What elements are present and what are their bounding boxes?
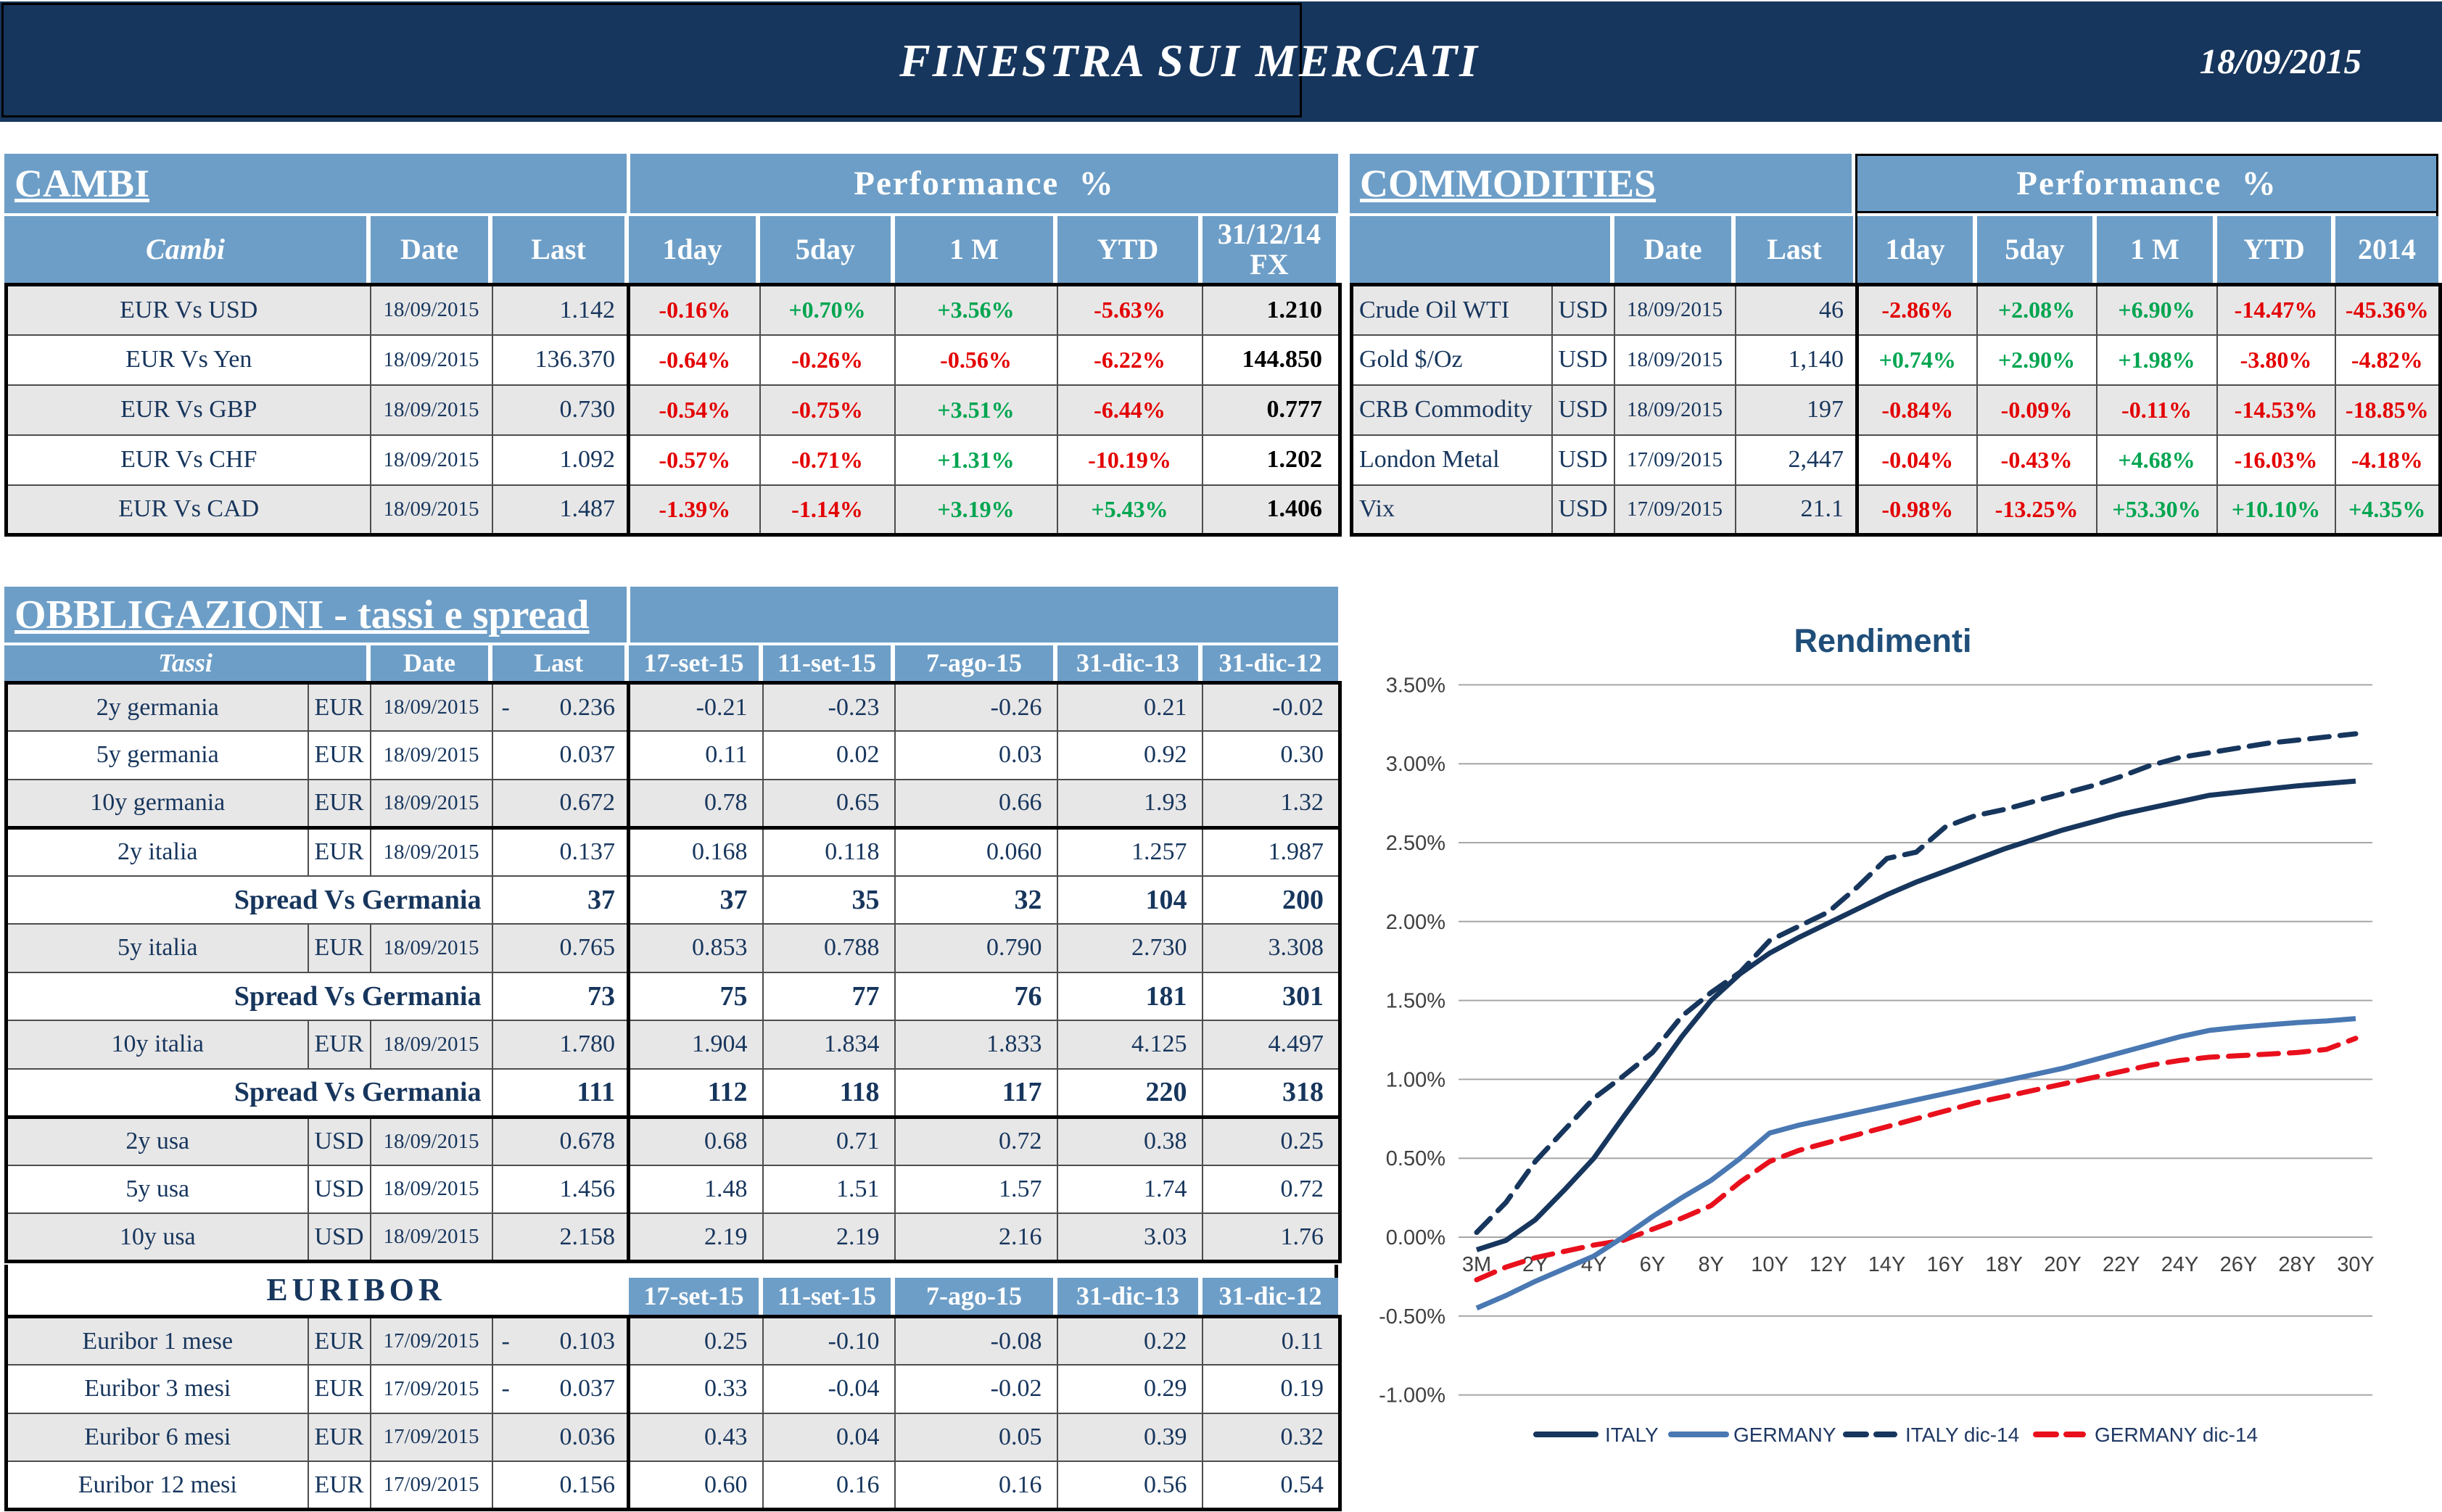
svg-text:-0.50%: -0.50% bbox=[1379, 1305, 1445, 1329]
svg-text:22Y: 22Y bbox=[2103, 1253, 2140, 1276]
svg-text:1.00%: 1.00% bbox=[1386, 1068, 1445, 1091]
svg-text:Rendimenti: Rendimenti bbox=[1794, 622, 1971, 659]
svg-text:12Y: 12Y bbox=[1810, 1253, 1847, 1276]
svg-text:GERMANY: GERMANY bbox=[1733, 1424, 1836, 1446]
svg-text:1.50%: 1.50% bbox=[1386, 990, 1445, 1013]
svg-text:2.50%: 2.50% bbox=[1386, 832, 1445, 855]
svg-text:30Y: 30Y bbox=[2337, 1253, 2375, 1276]
svg-text:3.50%: 3.50% bbox=[1386, 674, 1445, 697]
svg-text:2.00%: 2.00% bbox=[1386, 911, 1445, 934]
svg-text:26Y: 26Y bbox=[2220, 1253, 2258, 1276]
svg-text:3M: 3M bbox=[1462, 1253, 1491, 1276]
svg-text:ITALY: ITALY bbox=[1605, 1424, 1659, 1446]
svg-text:24Y: 24Y bbox=[2161, 1253, 2199, 1276]
svg-text:18Y: 18Y bbox=[1985, 1253, 2023, 1276]
svg-text:28Y: 28Y bbox=[2278, 1253, 2316, 1276]
svg-text:-1.00%: -1.00% bbox=[1379, 1384, 1445, 1408]
svg-text:20Y: 20Y bbox=[2044, 1253, 2082, 1276]
svg-text:GERMANY dic-14: GERMANY dic-14 bbox=[2095, 1424, 2258, 1446]
svg-text:8Y: 8Y bbox=[1698, 1253, 1723, 1276]
svg-text:3.00%: 3.00% bbox=[1386, 753, 1445, 776]
svg-text:14Y: 14Y bbox=[1868, 1253, 1906, 1276]
svg-text:0.00%: 0.00% bbox=[1386, 1226, 1445, 1249]
svg-text:6Y: 6Y bbox=[1640, 1253, 1665, 1276]
svg-text:16Y: 16Y bbox=[1927, 1253, 1965, 1276]
svg-text:0.50%: 0.50% bbox=[1386, 1147, 1445, 1170]
svg-text:10Y: 10Y bbox=[1751, 1253, 1789, 1276]
svg-text:ITALY dic-14: ITALY dic-14 bbox=[1905, 1424, 2019, 1446]
